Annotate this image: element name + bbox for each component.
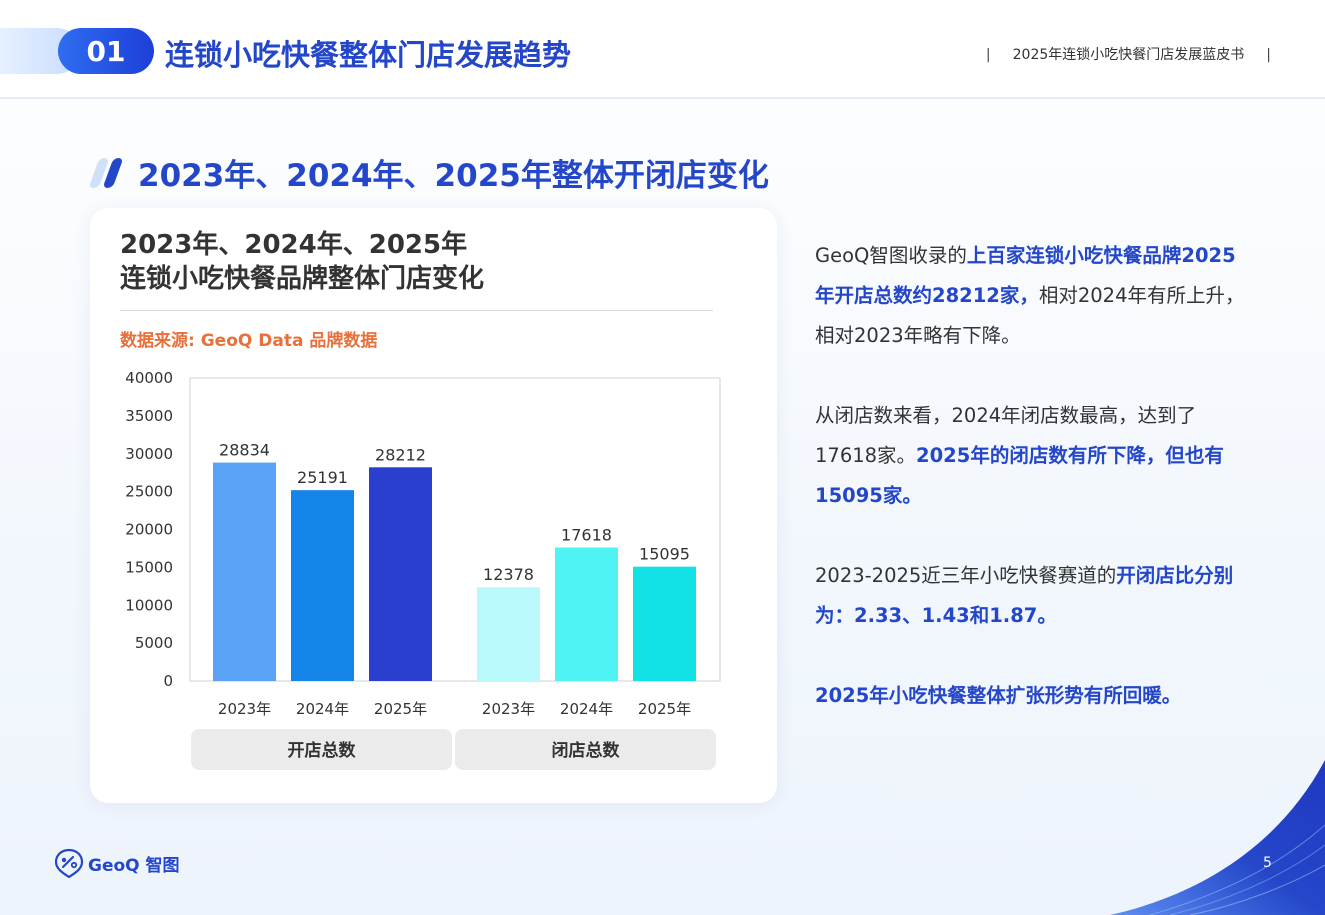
x-tick-label: 2023年 (482, 700, 535, 718)
group-label: 开店总数 (288, 740, 357, 761)
analysis-paragraph: 从闭店数来看，2024年闭店数最高，达到了17618家。2025年的闭店数有所下… (815, 396, 1255, 516)
y-tick-label: 40000 (125, 369, 173, 387)
bar (369, 467, 432, 681)
slide-heading: 2023年、2024年、2025年整体开闭店变化 (88, 150, 769, 195)
highlight-text: 开闭店比分别为：2.33、1.43和1.87。 (815, 564, 1234, 627)
body-text: 2023-2025近三年小吃快餐赛道的 (815, 564, 1117, 587)
title-divider (120, 310, 713, 311)
geoq-logo-icon (54, 848, 84, 878)
highlight-text: 2025年小吃快餐整体扩张形势有所回暖。 (815, 684, 1182, 707)
x-tick-label: 2023年 (218, 700, 271, 718)
bar (633, 566, 696, 681)
bar-value-label: 25191 (297, 468, 348, 487)
corner-decoration (1110, 760, 1325, 915)
section-title: 连锁小吃快餐整体门店发展趋势 (165, 38, 572, 72)
bar (291, 490, 354, 681)
group-label-pill (455, 729, 716, 770)
chart-title-line2: 连锁小吃快餐品牌整体门店变化 (120, 264, 485, 294)
section-number-badge: 01 (58, 28, 154, 74)
y-tick-label: 35000 (125, 407, 173, 425)
analysis-paragraph: GeoQ智图收录的上百家连锁小吃快餐品牌2025年开店总数约28212家，相对2… (815, 236, 1255, 356)
separator-left: | (985, 47, 991, 63)
logo: GeoQ 智图 (54, 848, 180, 878)
x-tick-label: 2024年 (560, 700, 613, 718)
chart-title: 2023年、2024年、2025年 连锁小吃快餐品牌整体门店变化 (120, 228, 484, 296)
bar-value-label: 12378 (483, 565, 534, 584)
body-text: 相对2024年有所上升，相对2023年略有下降。 (815, 284, 1245, 347)
y-tick-label: 25000 (125, 483, 173, 501)
x-tick-label: 2025年 (374, 700, 427, 718)
analysis-paragraph: 2023-2025近三年小吃快餐赛道的开闭店比分别为：2.33、1.43和1.8… (815, 556, 1255, 636)
bar-value-label: 17618 (561, 526, 612, 545)
y-tick-label: 10000 (125, 596, 173, 614)
separator-right: | (1266, 47, 1271, 63)
chart-title-line1: 2023年、2024年、2025年 (120, 230, 468, 260)
y-tick-label: 0 (163, 672, 173, 690)
highlight-text: 2025年的闭店数有所下降，但也有15095家。 (815, 444, 1224, 507)
y-tick-label: 20000 (125, 521, 173, 539)
y-tick-label: 15000 (125, 558, 173, 576)
y-tick-label: 5000 (135, 634, 173, 652)
body-text: GeoQ智图收录的 (815, 244, 967, 267)
header: 01 连锁小吃快餐整体门店发展趋势 | 2025年连锁小吃快餐门店发展蓝皮书 | (0, 0, 1325, 99)
x-tick-label: 2024年 (296, 700, 349, 718)
group-label-pill (191, 729, 452, 770)
slide-heading-text: 2023年、2024年、2025年整体开闭店变化 (138, 158, 769, 194)
bar-chart: 0 5000 10000 15000 20000 25000 30000 35000 40000… (125, 369, 721, 770)
group-label: 闭店总数 (552, 740, 621, 761)
plot-area-frame (189, 377, 721, 682)
bar (477, 587, 540, 681)
bar-value-label: 28212 (375, 445, 426, 464)
document-title-text: 2025年连锁小吃快餐门店发展蓝皮书 (1012, 47, 1245, 63)
y-tick-label: 30000 (125, 445, 173, 463)
page-number: 5 (1263, 855, 1272, 871)
bar-value-label: 15095 (639, 545, 690, 564)
analysis-paragraph: 2025年小吃快餐整体扩张形势有所回暖。 (815, 676, 1255, 716)
bar (555, 547, 618, 681)
x-tick-label: 2025年 (638, 700, 691, 718)
chart-card: 2023年、2024年、2025年 连锁小吃快餐品牌整体门店变化 数据来源: G… (90, 208, 777, 803)
heading-slash-icon (88, 156, 124, 190)
bar-value-label: 28834 (219, 441, 270, 460)
document-title: | 2025年连锁小吃快餐门店发展蓝皮书 | (964, 44, 1293, 64)
highlight-text: 上百家连锁小吃快餐品牌2025年开店总数约28212家， (815, 244, 1236, 307)
analysis-text: GeoQ智图收录的上百家连锁小吃快餐品牌2025年开店总数约28212家，相对2… (815, 236, 1255, 756)
data-source: 数据来源: GeoQ Data 品牌数据 (120, 331, 378, 351)
bar (213, 462, 276, 681)
logo-text: GeoQ 智图 (88, 855, 180, 876)
body-text: 从闭店数来看，2024年闭店数最高，达到了17618家。 (815, 404, 1197, 467)
